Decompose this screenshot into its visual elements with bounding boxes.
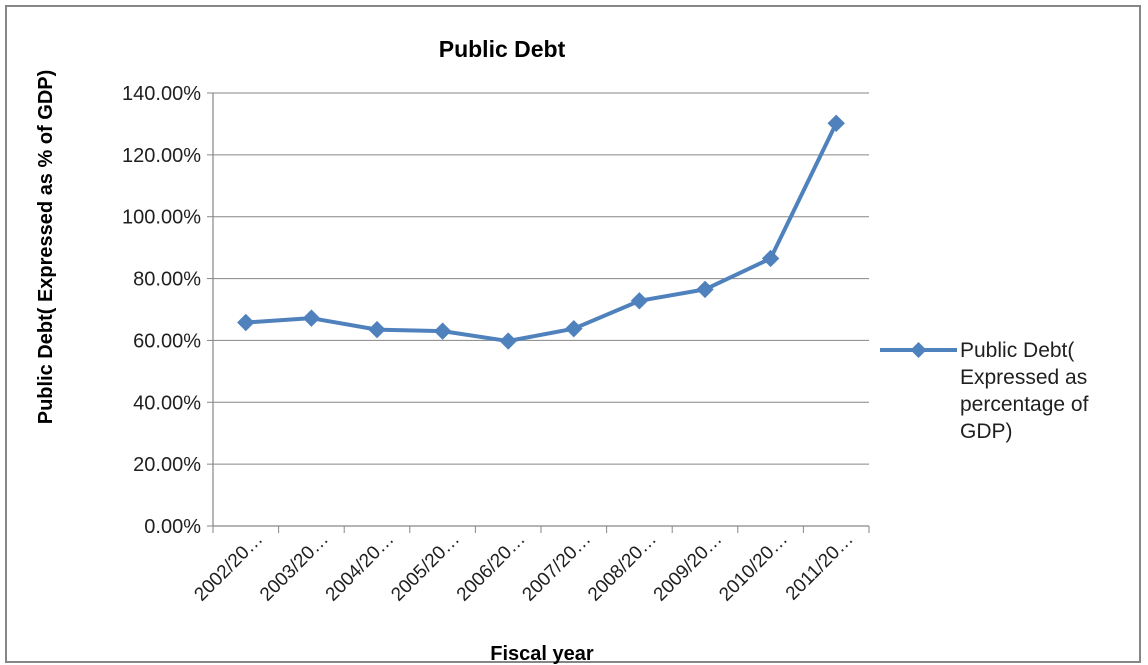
data-point-marker [696,280,714,299]
x-tick-label: 2011/20… [782,529,858,605]
x-tick-label: 2008/20… [584,529,661,606]
x-tick-label: 2003/20… [256,529,333,606]
series-line [245,122,838,344]
legend-label: Public Debt( Expressed as percentage of GDP… [960,339,1089,443]
data-point-marker [761,249,780,268]
plot-area: 0.00% 20.00% 40.00% 60.00% 80.00% 100.00% 120.… [122,83,870,606]
legend-label-line: GDP) [960,420,1013,443]
data-point-marker [302,309,321,327]
data-point-marker [499,332,517,350]
y-tick-label: 40.00% [133,392,201,414]
x-tick-label: 2010/20… [715,529,792,606]
x-axis-title: Fiscal year [490,643,594,665]
y-tick-label: 100.00% [122,207,201,229]
legend: Public Debt( Expressed as percentage of GDP… [880,339,1089,443]
data-point-marker [630,292,649,310]
x-tick-label: 2009/20… [650,529,727,606]
y-tick-label: 140.00% [122,83,201,105]
legend-label-line: Expressed as [960,366,1087,389]
data-point-marker [827,114,845,133]
legend-label-line: Public Debt( [960,339,1074,362]
x-tick-label: 2007/20… [518,529,595,606]
y-tick-label: 0.00% [144,516,201,538]
x-tick-label: 2005/20… [387,529,464,606]
line-chart: Public Debt Public Debt( Expressed as % … [35,36,1089,665]
y-tick-label: 80.00% [133,269,201,291]
y-tick-label: 120.00% [122,145,201,167]
legend-marker-swatch [910,342,927,358]
data-point-marker [368,320,386,339]
chart-frame: Public Debt Public Debt( Expressed as % … [5,5,1141,665]
data-point-marker [237,313,255,332]
y-tick-label: 20.00% [133,454,201,476]
y-axis-title: Public Debt( Expressed as % of GDP) [35,70,57,425]
x-tick-label: 2006/20… [453,529,530,606]
x-tick-label: 2002/20… [190,529,267,606]
chart-title: Public Debt [439,36,566,62]
legend-label-line: percentage of [960,393,1089,416]
data-point-marker [433,322,452,340]
data-point-marker [565,319,583,338]
y-tick-label: 60.00% [133,330,201,352]
x-tick-label: 2004/20… [322,529,399,606]
